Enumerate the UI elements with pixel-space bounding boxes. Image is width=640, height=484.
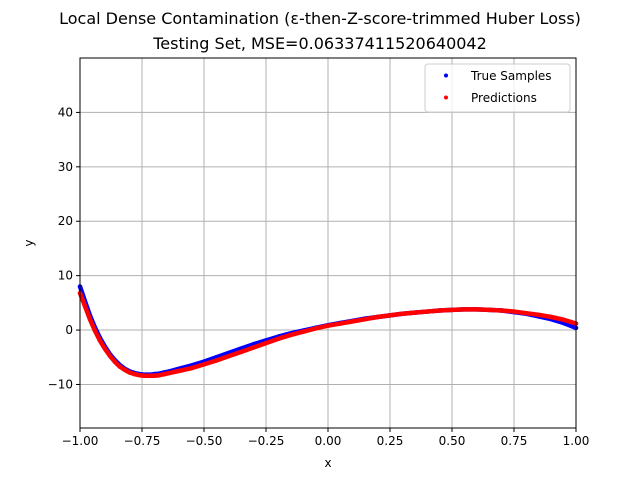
data-point-predictions bbox=[162, 371, 167, 377]
x-tick-label: 0.25 bbox=[377, 434, 404, 448]
legend-label-true-samples: True Samples bbox=[470, 69, 552, 83]
x-axis-label: x bbox=[324, 456, 331, 470]
x-tick-label: 0.00 bbox=[315, 434, 342, 448]
y-tick-label: 0 bbox=[65, 323, 73, 337]
grid bbox=[79, 58, 577, 428]
data-point-predictions bbox=[97, 338, 103, 343]
x-tick-label: 0.50 bbox=[439, 434, 466, 448]
x-tick-label: 0.75 bbox=[501, 434, 528, 448]
data-point-predictions bbox=[288, 332, 293, 338]
y-axis-ticks: −10 0 10 20 30 40 bbox=[48, 105, 80, 391]
data-point-predictions bbox=[201, 362, 207, 367]
data-point-predictions bbox=[239, 349, 244, 355]
legend: True Samples Predictions bbox=[424, 63, 571, 113]
data-point-predictions bbox=[122, 367, 127, 372]
data-point-predictions bbox=[127, 370, 132, 375]
data-point-predictions bbox=[350, 319, 355, 324]
series-predictions bbox=[77, 290, 579, 379]
y-tick-label: −10 bbox=[48, 377, 73, 391]
data-point-predictions bbox=[102, 346, 108, 351]
data-point-predictions bbox=[474, 307, 479, 312]
data-point-predictions bbox=[226, 353, 231, 359]
data-point-predictions bbox=[375, 314, 380, 320]
data-point-predictions bbox=[107, 353, 112, 358]
data-point-predictions bbox=[499, 308, 504, 313]
data-point-predictions bbox=[400, 311, 405, 316]
data-point-predictions bbox=[511, 309, 517, 314]
x-tick-label: −0.25 bbox=[248, 434, 285, 448]
data-point-predictions bbox=[214, 358, 219, 363]
data-point-predictions bbox=[263, 340, 269, 346]
legend-box bbox=[424, 63, 571, 113]
data-point-predictions bbox=[137, 373, 142, 378]
data-point-predictions bbox=[412, 310, 417, 315]
data-point-predictions bbox=[167, 370, 172, 376]
chart-subtitle: Testing Set, MSE=0.06337411520640042 bbox=[152, 34, 487, 53]
data-point-predictions bbox=[313, 326, 318, 331]
data-point-predictions bbox=[536, 312, 541, 318]
data-point-predictions bbox=[177, 368, 182, 374]
data-point-predictions bbox=[437, 308, 442, 313]
legend-marker-true-samples bbox=[444, 73, 448, 78]
y-axis-label: y bbox=[22, 239, 36, 246]
data-point-predictions bbox=[487, 307, 492, 313]
legend-label-predictions: Predictions bbox=[471, 91, 537, 105]
data-point-predictions bbox=[561, 317, 566, 322]
data-point-predictions bbox=[92, 328, 98, 333]
data-point-predictions bbox=[325, 323, 331, 328]
x-axis-ticks: −1.00 −0.75 −0.50 −0.25 0.00 0.25 0.50 0.75 1.00 bbox=[62, 428, 590, 448]
x-tick-label: −1.00 bbox=[62, 434, 99, 448]
data-point-predictions bbox=[524, 310, 529, 316]
data-point-predictions bbox=[117, 364, 122, 369]
x-tick-label: −0.75 bbox=[124, 434, 161, 448]
data-point-predictions bbox=[462, 307, 467, 312]
data-point-predictions bbox=[157, 373, 162, 378]
y-tick-label: 40 bbox=[58, 105, 73, 119]
data-point-predictions bbox=[87, 316, 93, 322]
data-point-predictions bbox=[301, 329, 306, 334]
data-point-predictions bbox=[363, 316, 368, 322]
y-tick-label: 10 bbox=[58, 269, 73, 283]
chart-title: Local Dense Contamination (ε-then-Z-scor… bbox=[59, 9, 581, 28]
data-point-predictions bbox=[189, 365, 194, 371]
data-point-predictions bbox=[152, 373, 157, 378]
data-point-predictions bbox=[338, 321, 343, 326]
y-tick-label: 20 bbox=[58, 214, 73, 228]
data-point-predictions bbox=[387, 313, 393, 318]
data-point-predictions bbox=[82, 303, 88, 309]
x-tick-label: 1.00 bbox=[563, 434, 590, 448]
axes-frame bbox=[79, 57, 577, 429]
legend-marker-predictions bbox=[444, 95, 448, 100]
data-point-predictions bbox=[142, 373, 147, 378]
data-point-predictions bbox=[425, 309, 430, 314]
data-point-predictions bbox=[449, 307, 455, 313]
data-point-predictions bbox=[147, 373, 152, 378]
y-tick-label: 30 bbox=[58, 160, 73, 174]
data-point-predictions bbox=[276, 336, 281, 341]
data-point-predictions bbox=[549, 314, 554, 320]
plot-area bbox=[77, 284, 579, 379]
x-tick-label: −0.50 bbox=[186, 434, 223, 448]
data-point-predictions bbox=[112, 359, 117, 364]
data-point-predictions bbox=[251, 345, 256, 350]
data-point-predictions bbox=[132, 371, 137, 377]
series-trace-predictions bbox=[77, 290, 579, 379]
